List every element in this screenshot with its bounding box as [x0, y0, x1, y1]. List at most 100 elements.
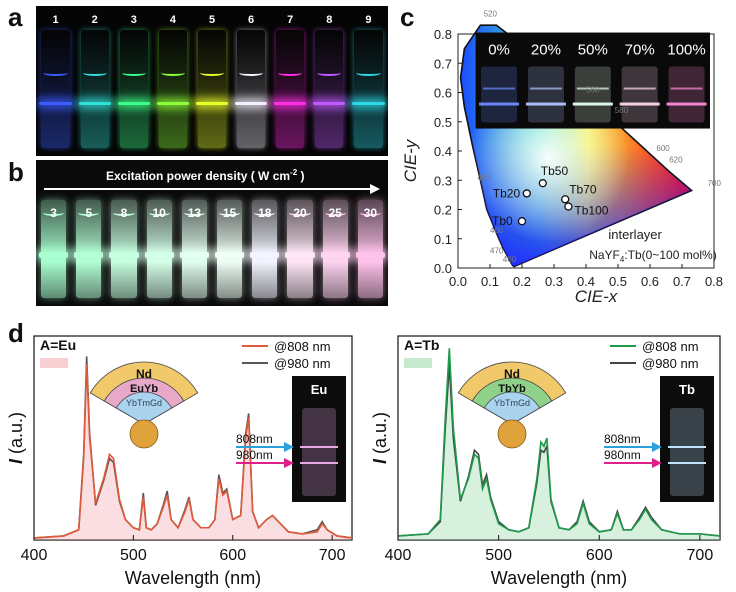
vial	[357, 200, 384, 298]
inset-glow-808	[300, 446, 338, 448]
cie-point	[564, 202, 573, 211]
vial	[276, 30, 305, 148]
spectrum-x-tick-label: 500	[485, 547, 512, 564]
vial-glow-band	[285, 252, 315, 258]
cie-y-tick-label: 0.5	[434, 115, 452, 130]
panel-letter-c: c	[400, 2, 415, 32]
shell-layer	[483, 391, 541, 425]
cie-vial-glow	[525, 102, 566, 106]
vial-label: 5	[208, 14, 216, 26]
inset-glow-808	[668, 446, 706, 448]
vial-label: 10	[152, 206, 166, 220]
vial-label: 3	[130, 14, 137, 26]
cie-point	[538, 179, 547, 188]
arrow-980-label: 980nm	[604, 448, 641, 462]
vial	[119, 30, 148, 148]
vial-glow-band	[109, 252, 139, 258]
inset-title: Eu	[311, 382, 328, 397]
cie-percent-label: 100%	[667, 42, 705, 59]
vial	[216, 200, 243, 298]
vial-glow-band	[235, 102, 268, 105]
vial-glow-band	[352, 102, 385, 105]
vial-meniscus	[254, 210, 276, 216]
vial-meniscus	[160, 70, 185, 76]
core-shell-schematic: Nd TbYb YbTmGd	[457, 361, 567, 449]
vial-label: 3	[50, 206, 57, 220]
vial-label: 20	[293, 206, 307, 220]
cie-point-label: Tb50	[541, 164, 569, 178]
cie-point-label: Tb100	[574, 204, 608, 218]
shell-label-middle: TbYb	[498, 383, 526, 395]
vial-meniscus	[42, 210, 65, 216]
vial-glow-band	[117, 102, 150, 105]
vial-label: 13	[187, 206, 202, 220]
vial-glow-band	[144, 252, 174, 258]
cie-vial-glow	[479, 102, 520, 106]
vial	[76, 200, 102, 298]
cie-x-tick-label: 0.6	[641, 274, 659, 289]
spectrum-title: A=Eu	[40, 337, 76, 353]
panel-letter-b: b	[8, 157, 24, 187]
vial-meniscus	[356, 70, 381, 76]
cie-annotation-interlayer: interlayer	[608, 227, 662, 242]
vial-photo-b: Excitation power density ( W cm-2 ) 3 5 8 1…	[36, 160, 388, 306]
panel-letter-d: d	[8, 318, 24, 348]
vial-meniscus	[289, 210, 311, 216]
spectrum-y-axis-label: I (a.u.)	[6, 412, 26, 464]
vial	[146, 200, 172, 298]
vial-meniscus	[317, 70, 342, 76]
vial-label: 4	[169, 14, 176, 26]
vial-photo-a: 1 2 3 4 5 6 7 8 9	[36, 6, 388, 156]
core-shell-schematic: Nd EuYb YbTmGd	[89, 361, 199, 449]
vial-glow-band	[250, 252, 280, 258]
vial	[252, 200, 278, 298]
vial-glow-band	[156, 102, 189, 105]
vial-label: 30	[363, 206, 378, 220]
cie-y-tick-label: 0.2	[434, 203, 452, 218]
vial	[197, 30, 227, 148]
vial-glow-band	[39, 102, 72, 105]
vial-meniscus	[183, 210, 206, 216]
panel-letter-a: a	[8, 2, 23, 32]
vial-meniscus	[324, 210, 346, 216]
spectrum-title: A=Tb	[404, 337, 439, 353]
cie-x-tick-label: 0.8	[705, 274, 723, 289]
spectrum-chart-eu: 400 500 600 700 Wavelength (nm) I (a.u.) A=Eu @…	[6, 335, 353, 588]
cie-y-tick-label: 0.3	[434, 173, 452, 188]
shell-label-inner: YbTmGd	[126, 398, 162, 408]
excitation-title: Excitation power density ( W cm-2 )	[106, 168, 305, 183]
inset-title: Tb	[679, 382, 695, 397]
cie-percent-label: 70%	[625, 42, 655, 59]
vial-label: 6	[248, 14, 255, 26]
arrow-980-head	[284, 458, 294, 468]
vial-glow-band	[355, 252, 386, 258]
cie-vial-meniscus	[529, 87, 562, 90]
spectrum-x-tick-label: 500	[120, 547, 147, 564]
vial-label: 25	[328, 206, 342, 220]
vial	[354, 30, 383, 148]
cie-x-axis-label: CIE-x	[575, 287, 618, 302]
spectrum-fill	[34, 364, 352, 540]
shell-layer	[115, 391, 173, 425]
cie-y-tick-label: 0.0	[434, 261, 452, 276]
cie-y-tick-label: 0.6	[434, 86, 452, 101]
legend-label: @980 nm	[274, 356, 331, 371]
cie-wavelength-mark: 460	[503, 255, 517, 264]
cie-vial	[574, 66, 611, 123]
vial	[237, 30, 266, 148]
vial-label: 9	[365, 14, 372, 26]
cie-point-label: Tb20	[493, 186, 521, 200]
cie-vial	[527, 66, 564, 123]
vial	[287, 200, 313, 298]
cie-vial-meniscus	[576, 87, 609, 90]
spectrum-x-tick-label: 700	[687, 547, 714, 564]
cie-wavelength-mark: 620	[669, 156, 683, 165]
spectrum-x-axis-label: Wavelength (nm)	[491, 568, 627, 588]
vial-glow-band	[38, 252, 69, 258]
cie-vial-glow	[572, 102, 613, 106]
vial	[80, 30, 109, 148]
cie-wavelength-mark: 700	[708, 179, 722, 188]
spectrum-frame	[33, 335, 353, 541]
legend-label: @808 nm	[274, 339, 331, 354]
cie-y-tick-label: 0.8	[434, 27, 452, 42]
